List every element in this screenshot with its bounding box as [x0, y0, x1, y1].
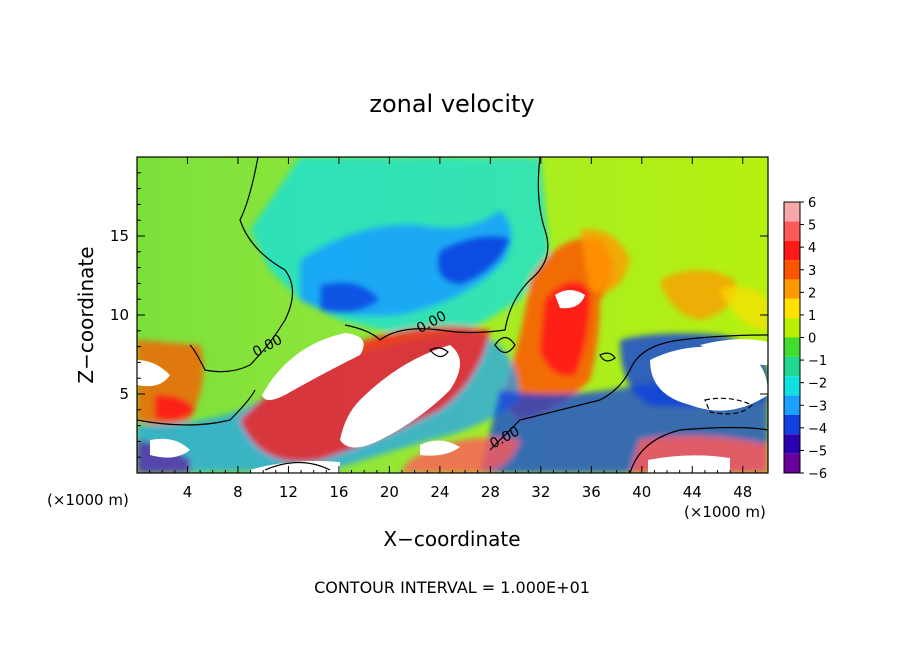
colorbar-label: −1 — [808, 354, 827, 369]
colorbar-swatch — [784, 356, 800, 377]
x-tick-label: 48 — [733, 483, 752, 501]
contour-interval-note: CONTOUR INTERVAL = 1.000E+01 — [314, 578, 590, 597]
y-tick-label: 5 — [119, 385, 129, 403]
colorbar-label: 5 — [808, 219, 816, 234]
x-axis-label: X−coordinate — [383, 527, 520, 551]
colorbar-swatch — [784, 318, 800, 338]
colorbar-swatch — [784, 434, 800, 454]
colorbar-swatch — [784, 202, 800, 222]
colorbar-swatch — [784, 260, 800, 280]
heatmap-field — [137, 157, 768, 473]
x-tick-label: 28 — [481, 483, 500, 501]
x-tick-label: 36 — [582, 483, 601, 501]
colorbar-label: −5 — [808, 444, 827, 459]
x-tick-label: 4 — [183, 483, 193, 501]
x-tick-label: 20 — [380, 483, 399, 501]
x-tick-label: 12 — [279, 483, 298, 501]
y-axis: 5 10 15 — [110, 172, 768, 458]
x-tick-label: 44 — [683, 483, 702, 501]
x-unit-right: (×1000 m) — [684, 503, 766, 521]
colorbar-swatch — [784, 414, 800, 435]
colorbar-label: 0 — [808, 332, 816, 347]
colorbar-label: −6 — [808, 467, 827, 482]
colorbar-label: 6 — [808, 196, 816, 211]
colorbar-swatch — [784, 453, 800, 473]
colorbar-swatch — [784, 376, 800, 396]
colorbar-swatch — [784, 279, 800, 299]
y-tick-label: 15 — [110, 227, 129, 245]
x-axis: 4 8 12 16 20 24 28 32 36 40 44 48 — [149, 157, 756, 501]
colorbar-swatch — [784, 240, 800, 261]
colorbar-label: −2 — [808, 377, 827, 392]
x-tick-label: 32 — [531, 483, 550, 501]
colorbar-swatch — [784, 337, 800, 357]
chart-title: zonal velocity — [369, 90, 534, 118]
y-tick-label: 10 — [110, 306, 129, 324]
colorbar-label: 3 — [808, 264, 816, 279]
x-tick-label: 16 — [329, 483, 348, 501]
colorbar-label: −3 — [808, 399, 827, 414]
x-tick-label: 24 — [430, 483, 449, 501]
x-tick-label: 40 — [632, 483, 651, 501]
colorbar-label: 1 — [808, 309, 816, 324]
colorbar-label: 4 — [808, 241, 816, 256]
colorbar-swatch — [784, 395, 800, 415]
x-unit-left: (×1000 m) — [47, 491, 129, 509]
colorbar-swatch — [784, 298, 800, 319]
colorbar-swatch — [784, 221, 800, 241]
y-axis-label: Z−coordinate — [74, 246, 98, 383]
colorbar: 6 5 4 3 2 1 0 −1 −2 −3 −4 −5 −6 — [783, 196, 827, 482]
colorbar-label: −4 — [808, 422, 827, 437]
colorbar-label: 2 — [808, 286, 816, 301]
x-tick-label: 8 — [233, 483, 243, 501]
